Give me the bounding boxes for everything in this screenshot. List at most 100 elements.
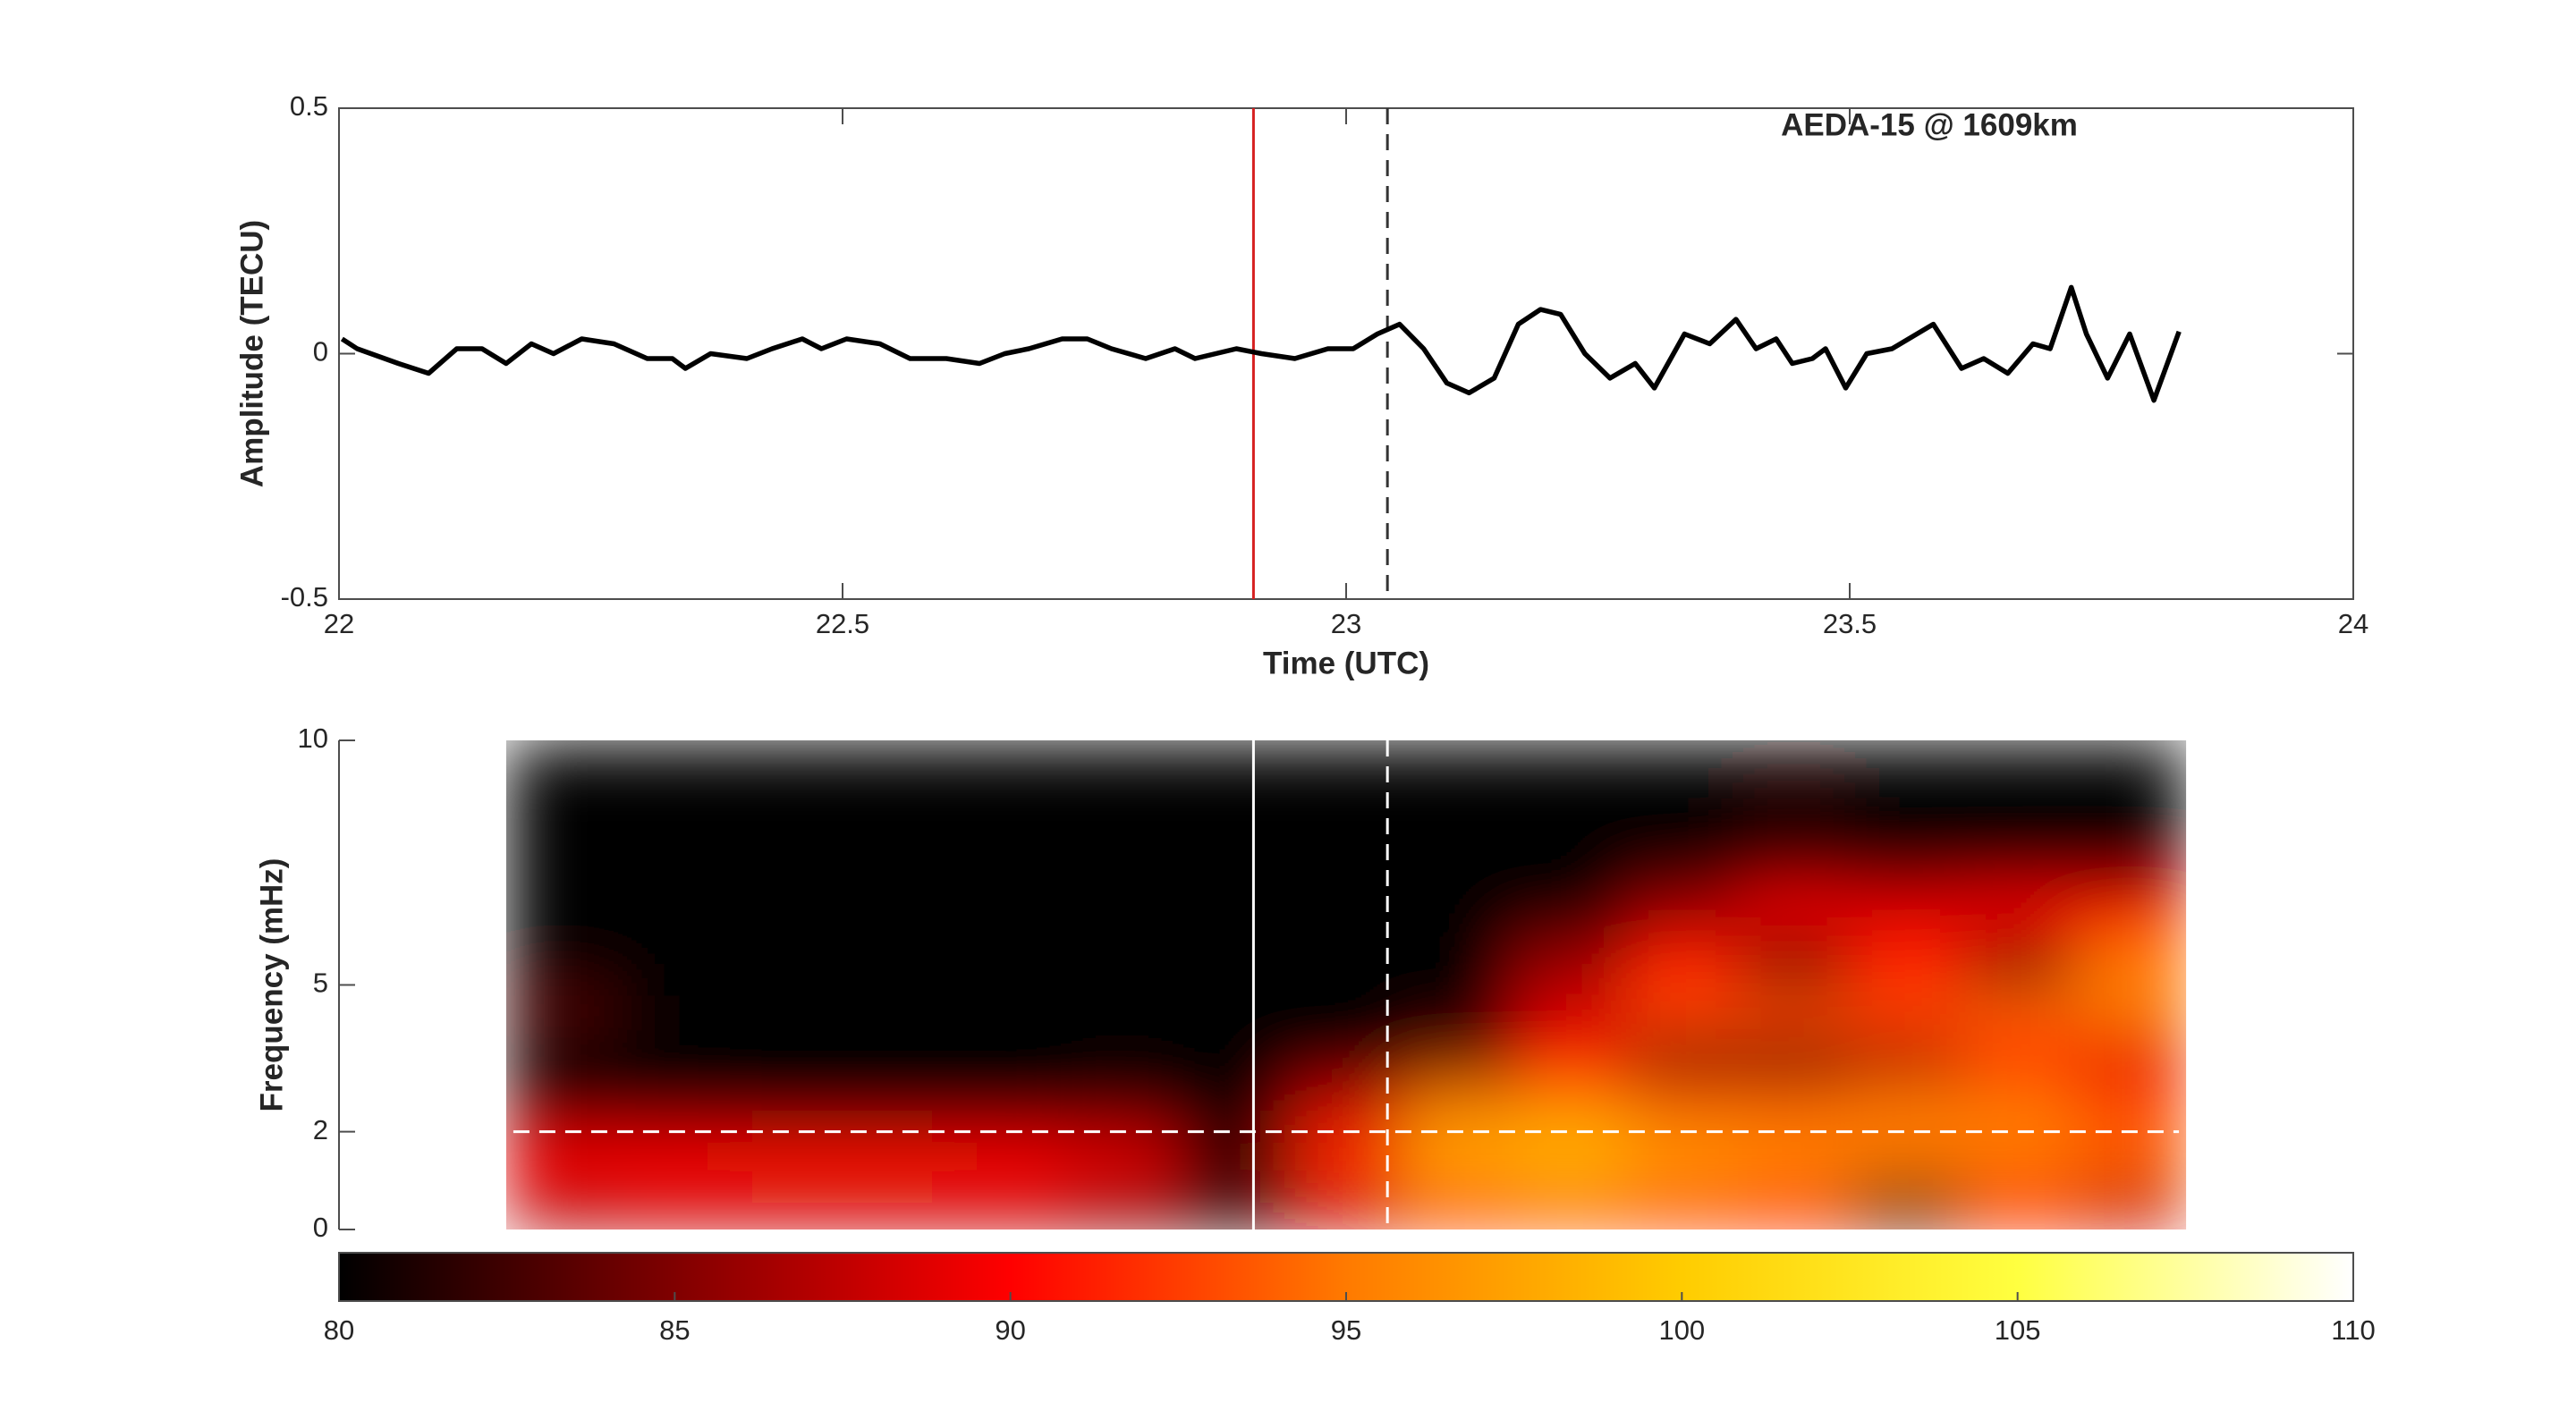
heatmap-cell <box>1962 838 2075 888</box>
heatmap-cell <box>953 984 1067 1035</box>
y-tick-label: 0 <box>313 1212 328 1243</box>
heatmap-cell <box>617 984 731 1035</box>
y-axis-label: Amplitude (TECU) <box>234 220 269 487</box>
heatmap-cell <box>843 740 955 790</box>
heatmap-cell <box>953 1082 1067 1133</box>
colorbar-tick-label: 90 <box>995 1314 1025 1346</box>
y-tick-label: 10 <box>298 722 328 754</box>
heatmap-cell <box>2074 1180 2187 1229</box>
heatmap-cell <box>1177 789 1291 839</box>
heatmap-cell <box>1962 789 2075 839</box>
heatmap-cell <box>1065 1131 1179 1181</box>
heatmap-cell <box>2074 935 2187 985</box>
x-tick-label: 22.5 <box>816 608 869 639</box>
heatmap-cell <box>1289 1082 1403 1133</box>
heatmap-cell <box>1738 838 1851 888</box>
heatmap-cell <box>1850 740 1963 790</box>
heatmap-cell <box>1289 1180 1403 1229</box>
tec-line <box>340 284 2182 403</box>
heatmap-cell <box>1850 1180 1963 1229</box>
heatmap-cell <box>617 887 731 937</box>
heatmap-cell <box>1065 789 1179 839</box>
heatmap-cell <box>617 1131 731 1181</box>
heatmap-cell <box>729 740 843 790</box>
heatmap-cell <box>1850 1034 1963 1084</box>
heatmap-cell <box>1850 1131 1963 1181</box>
heatmap-cell <box>1850 1082 1963 1133</box>
heatmap-cell <box>617 789 731 839</box>
heatmap-cell <box>1177 1180 1291 1229</box>
heatmap-cell <box>1626 1034 1739 1084</box>
heatmap-cell <box>1402 789 1515 839</box>
heatmap-cell <box>2074 789 2187 839</box>
heatmap-cell <box>1177 984 1291 1035</box>
heatmap-cell <box>843 984 955 1035</box>
heatmap-cell <box>843 887 955 937</box>
heatmap-cell <box>1402 887 1515 937</box>
heatmap-cell <box>1626 1180 1739 1229</box>
heatmap-cell <box>1289 789 1403 839</box>
heatmap-cell <box>505 1131 619 1181</box>
heatmap-cell <box>617 1082 731 1133</box>
heatmap-cell <box>1626 984 1739 1035</box>
heatmap-cell <box>953 789 1067 839</box>
y-tick-label: 5 <box>313 967 328 999</box>
colorbar-tick-label: 95 <box>1331 1314 1361 1346</box>
heatmap-cell <box>1514 984 1627 1035</box>
heatmap-cell <box>1738 740 1851 790</box>
heatmap-cell <box>505 838 619 888</box>
heatmap-cell <box>2074 887 2187 937</box>
heatmap-cell <box>1850 838 1963 888</box>
heatmap-cell <box>1514 935 1627 985</box>
heatmap-cell <box>729 1180 843 1229</box>
heatmap-cell <box>505 1082 619 1133</box>
heatmap-cell <box>2074 838 2187 888</box>
heatmap-cell <box>1289 935 1403 985</box>
x-tick-label: 24 <box>2338 608 2368 639</box>
heatmap-cell <box>1626 887 1739 937</box>
heatmap-cell <box>1402 838 1515 888</box>
heatmap-cell <box>1402 984 1515 1035</box>
heatmap-cell <box>953 838 1067 888</box>
heatmap-cell <box>1065 887 1179 937</box>
y-axis-label: Frequency (mHz) <box>254 858 289 1112</box>
heatmap-cell <box>617 935 731 985</box>
heatmap-cell <box>1738 1131 1851 1181</box>
heatmap-clip <box>505 740 2187 1229</box>
heatmap-cell <box>617 1034 731 1084</box>
heatmap-cell <box>1962 887 2075 937</box>
heatmap-cell <box>953 1034 1067 1084</box>
heatmap-cell <box>2074 984 2187 1035</box>
heatmap-cell <box>1962 740 2075 790</box>
heatmap-cell <box>729 887 843 937</box>
heatmap-cell <box>729 935 843 985</box>
x-axis-label: Time (UTC) <box>1263 646 1429 680</box>
heatmap-cell <box>1626 740 1739 790</box>
heatmap-cell <box>953 1180 1067 1229</box>
heatmap-cell <box>1065 935 1179 985</box>
heatmap-cell <box>1065 1180 1179 1229</box>
heatmap-cell <box>617 838 731 888</box>
heatmap-cell <box>1289 1131 1403 1181</box>
heatmap-cell <box>1402 1082 1515 1133</box>
heatmap-cell <box>729 838 843 888</box>
heatmap-cell <box>1514 740 1627 790</box>
heatmap-cell <box>729 1082 843 1133</box>
colorbar-tick-label: 110 <box>2331 1314 2375 1346</box>
heatmap-cell <box>1626 1082 1739 1133</box>
heatmap <box>505 740 2187 1229</box>
heatmap-cell <box>1738 789 1851 839</box>
heatmap-cell <box>1289 740 1403 790</box>
x-tick-label: 22 <box>324 608 354 639</box>
heatmap-cell <box>505 935 619 985</box>
heatmap-cell <box>1514 1180 1627 1229</box>
colorbar-tick-label: 85 <box>659 1314 690 1346</box>
y-tick-label: -0.5 <box>281 581 328 613</box>
x-tick-label: 23.5 <box>1823 608 1877 639</box>
heatmap-cell <box>1402 935 1515 985</box>
heatmap-cell <box>1402 1131 1515 1181</box>
heatmap-cell <box>1850 935 1963 985</box>
heatmap-cell <box>729 789 843 839</box>
heatmap-cell <box>1289 984 1403 1035</box>
